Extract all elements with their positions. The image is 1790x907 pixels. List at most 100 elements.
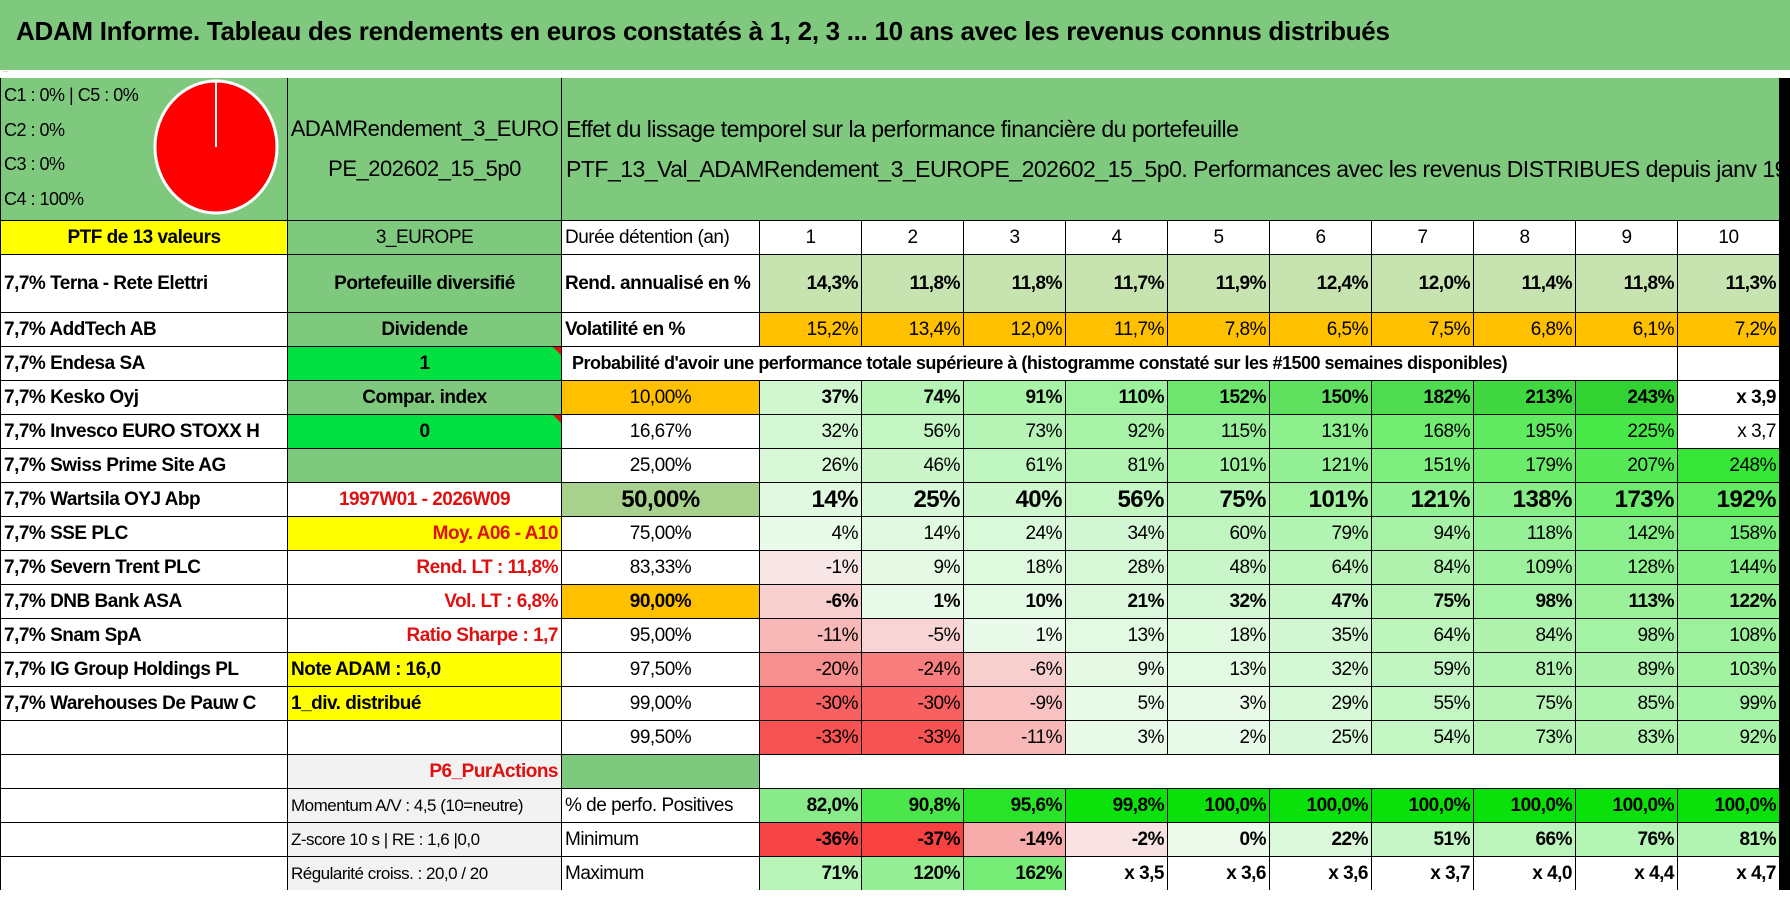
quantile-value: 85% (1576, 687, 1677, 720)
quantile-value: 9% (862, 551, 963, 584)
holding-row: 7,7% Swiss Prime Site AG (1, 449, 287, 482)
holding-row: 7,7% DNB Bank ASA (1, 585, 287, 618)
quantile-value: x 3,9 (1678, 381, 1779, 414)
quantile-label: 10,00% (562, 381, 759, 414)
pie-legend-line: C4 : 100% (4, 188, 84, 209)
quantile-value: 14% (862, 517, 963, 550)
quantile-value: 81% (1066, 449, 1167, 482)
stat-value: 71% (760, 857, 861, 890)
quantile-value: 84% (1372, 551, 1473, 584)
rend-value: 11,8% (1576, 255, 1677, 312)
quantile-value: 75% (1474, 687, 1575, 720)
empty-cell (1, 789, 287, 822)
stat-value: -2% (1066, 823, 1167, 856)
stat-value: x 4,7 (1678, 857, 1779, 890)
quantile-value: -11% (964, 721, 1065, 754)
year-header: 8 (1474, 221, 1575, 254)
year-header: 6 (1270, 221, 1371, 254)
info-cell: Dividende (288, 313, 561, 346)
vol-value: 12,0% (964, 313, 1065, 346)
quantile-value: 151% (1372, 449, 1473, 482)
quantile-value: 28% (1066, 551, 1167, 584)
info-cell: 1_div. distribué (288, 687, 561, 720)
quantile-value: 213% (1474, 381, 1575, 414)
quantile-value: 144% (1678, 551, 1779, 584)
empty-cell (1, 721, 287, 754)
quantile-value: 73% (1474, 721, 1575, 754)
quantile-value: 2% (1168, 721, 1269, 754)
proba-label: Probabilité d'avoir une performance tota… (562, 347, 1677, 380)
info-cell: P6_PurActions (288, 755, 561, 788)
comment-marker (553, 415, 561, 423)
quantile-value: 158% (1678, 517, 1779, 550)
quantile-value: 56% (1066, 483, 1167, 516)
vol-value: 6,1% (1576, 313, 1677, 346)
region-label: 3_EUROPE (288, 221, 561, 254)
stat-value: 0% (1168, 823, 1269, 856)
stat-value: 51% (1372, 823, 1473, 856)
quantile-value: 40% (964, 483, 1065, 516)
holding-row: 7,7% SSE PLC (1, 517, 287, 550)
quantile-value: 25% (1270, 721, 1371, 754)
stat-label: Maximum (562, 857, 759, 890)
pie-legend-cell: C1 : 0% | C5 : 0% C2 : 0% C3 : 0% C4 : 100% (1, 78, 287, 220)
title-bar: ADAM Informe. Tableau des rendements en … (0, 0, 1790, 70)
quantile-value: 94% (1372, 517, 1473, 550)
stat-label: % de perfo. Positives (562, 789, 759, 822)
vol-value: 7,2% (1678, 313, 1779, 346)
stat-value: 162% (964, 857, 1065, 890)
quantile-value: 81% (1474, 653, 1575, 686)
rend-value: 11,4% (1474, 255, 1575, 312)
info-cell (288, 449, 561, 482)
quantile-value: 13% (1066, 619, 1167, 652)
stat-value: 66% (1474, 823, 1575, 856)
quantile-value: 99% (1678, 687, 1779, 720)
stat-value: 22% (1270, 823, 1371, 856)
vol-value: 7,5% (1372, 313, 1473, 346)
quantile-value: 150% (1270, 381, 1371, 414)
stat-value: x 3,5 (1066, 857, 1167, 890)
quantile-value: 101% (1168, 449, 1269, 482)
quantile-label: 97,50% (562, 653, 759, 686)
rend-value: 11,3% (1678, 255, 1779, 312)
quantile-value: 98% (1576, 619, 1677, 652)
quantile-value: 248% (1678, 449, 1779, 482)
duree-label: Durée détention (an) (562, 221, 759, 254)
quantile-value: 61% (964, 449, 1065, 482)
stat-value: -14% (964, 823, 1065, 856)
year-header: 1 (760, 221, 861, 254)
pie-legend-line: C2 : 0% (4, 119, 65, 140)
quantile-value: 59% (1372, 653, 1473, 686)
stat-value: 120% (862, 857, 963, 890)
quantile-value: 60% (1168, 517, 1269, 550)
pie-legend-line: C1 : 0% | C5 : 0% (4, 85, 139, 105)
portfolio-name-line: PE_202602_15_5p0 (328, 156, 521, 181)
stat-value: 81% (1678, 823, 1779, 856)
performance-table: C1 : 0% | C5 : 0% C2 : 0% C3 : 0% C4 : 100%… (0, 78, 1790, 890)
holding-row: 7,7% Wartsila OYJ Abp (1, 483, 287, 516)
quantile-value: 26% (760, 449, 861, 482)
year-header: 4 (1066, 221, 1167, 254)
quantile-value: 24% (964, 517, 1065, 550)
quantile-value: 54% (1372, 721, 1473, 754)
holding-row: 7,7% Snam SpA (1, 619, 287, 652)
holding-row: 7,7% Severn Trent PLC (1, 551, 287, 584)
page-title: ADAM Informe. Tableau des rendements en … (16, 16, 1390, 46)
quantile-value: 83% (1576, 721, 1677, 754)
stat-info: Régularité croiss. : 20,0 / 20 (288, 857, 561, 890)
stat-info: Momentum A/V : 4,5 (10=neutre) (288, 789, 561, 822)
stat-value: x 3,7 (1372, 857, 1473, 890)
pie-legend-line: C3 : 0% (4, 154, 65, 174)
quantile-value: -30% (862, 687, 963, 720)
rend-value: 11,7% (1066, 255, 1167, 312)
quantile-value: 225% (1576, 415, 1677, 448)
quantile-value: 55% (1372, 687, 1473, 720)
empty-cell (1, 823, 287, 856)
rend-value: 12,0% (1372, 255, 1473, 312)
quantile-value: 56% (862, 415, 963, 448)
quantile-value: 29% (1270, 687, 1371, 720)
stat-value: 100,0% (1372, 789, 1473, 822)
vol-value: 7,8% (1168, 313, 1269, 346)
quantile-value: 101% (1270, 483, 1371, 516)
quantile-value: 47% (1270, 585, 1371, 618)
